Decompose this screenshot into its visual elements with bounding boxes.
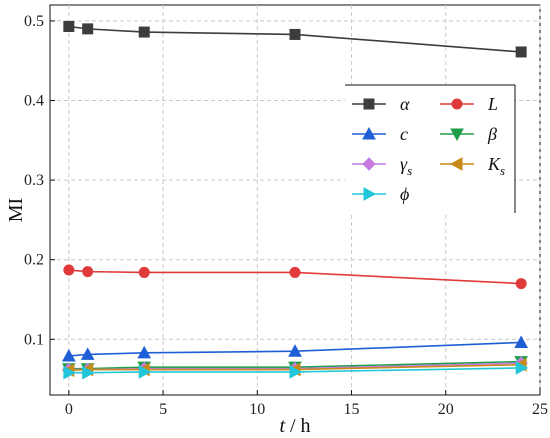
legend-marker: [449, 157, 463, 171]
data-point: [82, 266, 94, 278]
series-1: [63, 20, 527, 58]
y-tick-label: 0.3: [24, 172, 44, 189]
x-tick-label: 25: [532, 401, 548, 418]
y-tick-label: 0.2: [24, 252, 44, 269]
data-point: [82, 23, 94, 35]
legend-item: Ks: [440, 154, 505, 178]
data-point: [138, 365, 152, 379]
data-point: [63, 20, 75, 32]
series-lines: [61, 20, 529, 380]
legend-marker: [363, 187, 377, 201]
data-point: [289, 365, 303, 379]
y-tick-label: 0.4: [24, 93, 44, 110]
x-tick-label: 5: [159, 401, 167, 418]
data-point: [63, 365, 76, 380]
legend-item: β: [440, 124, 497, 144]
y-tick-label: 0.1: [24, 331, 44, 348]
legend-label: ϕ: [400, 184, 409, 204]
data-point: [82, 365, 95, 380]
legend-label: α: [400, 94, 410, 114]
plot-frame: [49, 4, 541, 396]
legend-marker: [362, 126, 376, 140]
legend-label: c: [400, 124, 408, 144]
data-point: [137, 345, 152, 359]
legend-marker: [362, 157, 376, 171]
legend-marker: [451, 98, 463, 110]
data-point: [63, 264, 75, 276]
legend-item: c: [352, 124, 408, 144]
axis-ticks: 0 5 10 15 20 25 0.1 0.2 0.3 0.4 0.5: [24, 13, 548, 418]
data-point: [514, 335, 528, 348]
legend-label: Ks: [487, 154, 505, 178]
data-point: [515, 278, 527, 290]
x-tick-label: 0: [65, 401, 73, 418]
legend-marker: [363, 98, 375, 110]
legend: α Lc β γs Ks ϕ: [345, 84, 516, 213]
legend-item: γs: [352, 154, 412, 178]
series-7: [63, 361, 529, 380]
legend-label: γs: [400, 154, 412, 178]
data-point: [138, 266, 150, 278]
legend-item: L: [440, 94, 498, 114]
series-3: [62, 335, 528, 362]
legend-marker: [450, 128, 464, 142]
y-axis-label: MI: [5, 198, 27, 222]
legend-label: β: [487, 124, 497, 144]
x-axis-label: t / h: [279, 415, 310, 437]
data-point: [80, 347, 95, 360]
data-point: [289, 266, 301, 278]
data-point: [138, 26, 150, 38]
data-point: [515, 46, 527, 58]
data-point: [62, 348, 76, 362]
data-point: [289, 28, 301, 40]
y-tick-label: 0.5: [24, 13, 44, 30]
series-2: [63, 264, 527, 290]
grid-lines: [50, 5, 541, 395]
legend-item: ϕ: [352, 184, 409, 204]
x-tick-label: 10: [249, 401, 265, 418]
legend-label: L: [487, 94, 498, 114]
data-point: [288, 344, 302, 357]
x-tick-label: 15: [344, 401, 360, 418]
data-point: [515, 361, 529, 375]
x-tick-label: 20: [438, 401, 454, 418]
legend-item: α: [352, 94, 410, 114]
